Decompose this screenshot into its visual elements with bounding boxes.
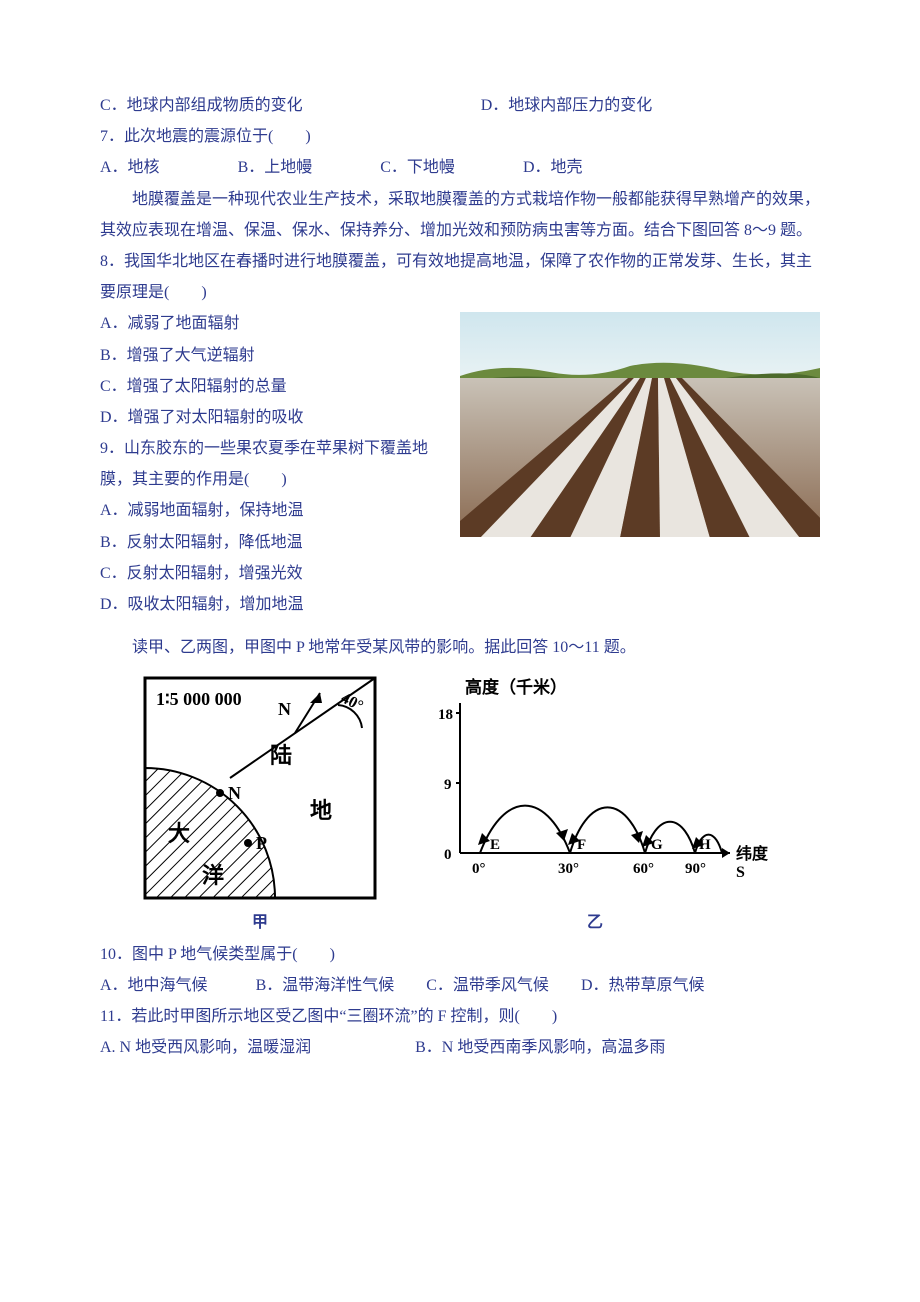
svg-text:90°: 90° — [685, 861, 706, 877]
jia-caption: 甲 — [252, 907, 268, 938]
q7-optD: D．地壳 — [523, 159, 583, 176]
svg-text:F: F — [577, 837, 586, 853]
yi-ylabel: 高度（千米） — [465, 677, 567, 697]
q11-options-ab: A. N 地受西风影响，温暖湿润 B．N 地受西南季风影响，高温多雨 — [100, 1032, 820, 1063]
svg-text:30°: 30° — [558, 861, 579, 877]
q11-optA: A. N 地受西风影响，温暖湿润 — [100, 1039, 311, 1056]
q6-options-cd: C．地球内部组成物质的变化 D．地球内部压力的变化 — [100, 90, 820, 121]
q8-stem: 8．我国华北地区在春播时进行地膜覆盖，可有效地提高地温，保障了农作物的正常发芽、… — [100, 246, 820, 308]
q10-stem: 10．图中 P 地气候类型属于( ) — [100, 939, 820, 970]
svg-text:G: G — [651, 837, 663, 853]
q7-stem: 7．此次地震的震源位于( ) — [100, 121, 820, 152]
svg-text:0: 0 — [444, 847, 452, 863]
q7-optB: B．上地幔 — [238, 159, 313, 176]
svg-text:地: 地 — [310, 798, 332, 823]
q7-options: A．地核 B．上地幔 C．下地幔 D．地壳 — [100, 152, 820, 183]
mulch-photo — [460, 312, 820, 537]
svg-text:9: 9 — [444, 777, 452, 793]
svg-text:60°: 60° — [633, 861, 654, 877]
q10-options: A．地中海气候 B．温带海洋性气候 C．温带季风气候 D．热带草原气候 — [100, 970, 820, 1001]
q11-optB: B．N 地受西南季风影响，高温多雨 — [415, 1039, 665, 1056]
q10-optC: C．温带季风气候 — [426, 977, 549, 994]
svg-text:N: N — [228, 783, 241, 803]
q11-stem: 11．若此时甲图所示地区受乙图中“三圈环流”的 F 控制，则( ) — [100, 1001, 820, 1032]
svg-text:陆: 陆 — [270, 743, 292, 768]
q10-optA: A．地中海气候 — [100, 977, 208, 994]
figure-yi: 高度（千米） 18 9 0 — [410, 673, 780, 938]
field-rows — [460, 378, 820, 537]
yi-caption: 乙 — [587, 907, 603, 938]
q9-optC: C．反射太阳辐射，增强光效 — [100, 558, 820, 589]
q7-optC: C．下地幔 — [380, 159, 455, 176]
svg-text:P: P — [256, 833, 267, 853]
svg-text:洋: 洋 — [202, 863, 224, 888]
q10-optB: B．温带海洋性气候 — [256, 977, 395, 994]
svg-text:18: 18 — [438, 707, 453, 723]
passage-10-11: 读甲、乙两图，甲图中 P 地常年受某风带的影响。据此回答 10～11 题。 — [100, 632, 820, 663]
q10-optD: D．热带草原气候 — [581, 977, 705, 994]
svg-text:大: 大 — [168, 821, 190, 846]
figure-row: 1∶5 000 000 N 40° 陆 地 大 洋 N P 甲 高度（ — [100, 673, 820, 938]
q6-optD: D．地球内部压力的变化 — [481, 97, 653, 114]
svg-text:H: H — [699, 837, 711, 853]
figure-jia: 1∶5 000 000 N 40° 陆 地 大 洋 N P 甲 — [140, 673, 380, 938]
q6-optC: C．地球内部组成物质的变化 — [100, 97, 303, 114]
svg-text:0°: 0° — [472, 861, 486, 877]
svg-text:E: E — [490, 837, 500, 853]
svg-text:N: N — [278, 699, 291, 719]
q9-optD: D．吸收太阳辐射，增加地温 — [100, 589, 820, 620]
svg-text:纬度: 纬度 — [736, 844, 769, 863]
q7-optA: A．地核 — [100, 159, 160, 176]
jia-scale: 1∶5 000 000 — [156, 689, 242, 709]
passage-8-9: 地膜覆盖是一种现代农业生产技术，采取地膜覆盖的方式栽培作物一般都能获得早熟增产的… — [100, 184, 820, 246]
svg-text:S: S — [736, 864, 745, 881]
